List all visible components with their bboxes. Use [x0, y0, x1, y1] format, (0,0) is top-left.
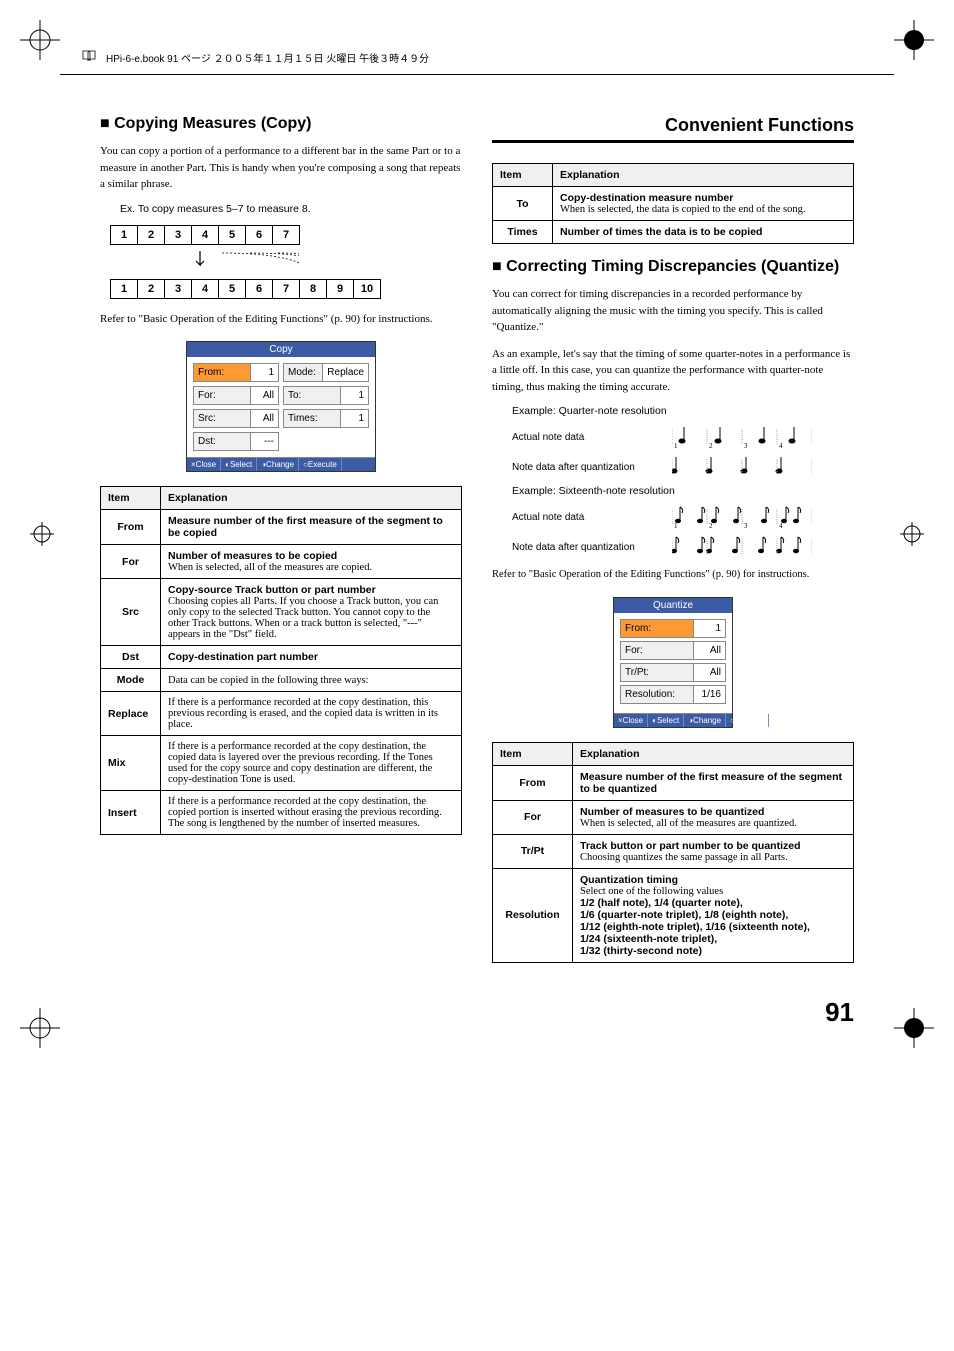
- print-header: HPi-6-e.book 91 ページ ２００５年１１月１５日 火曜日 午後３時…: [60, 40, 894, 75]
- th-item2: Item: [493, 164, 553, 187]
- measure-cell: 5: [218, 225, 246, 245]
- svg-text:4: 4: [779, 522, 783, 529]
- svg-text:3: 3: [744, 522, 748, 529]
- left-column: ■ Copying Measures (Copy) You can copy a…: [100, 115, 462, 977]
- crop-mark-br: [894, 1008, 934, 1048]
- notes-after2-icon: [672, 535, 812, 559]
- quantize-dialog-title: Quantize: [614, 598, 732, 613]
- measure-cell: 6: [245, 279, 273, 299]
- mode-label: Mode: [101, 669, 161, 692]
- svg-text:4: 4: [779, 442, 783, 449]
- measure-cell: 4: [191, 279, 219, 299]
- registration-mark-left: [30, 522, 54, 546]
- svg-text:3: 3: [744, 442, 748, 449]
- qe2-caption: Example: Sixteenth-note resolution: [512, 485, 854, 497]
- qe-after2: Note data after quantization: [512, 542, 652, 553]
- copy-heading: ■ Copying Measures (Copy): [100, 115, 462, 133]
- measure-cell: 8: [299, 279, 327, 299]
- copy-params-table: ItemExplanation FromMeasure number of th…: [100, 486, 462, 835]
- print-header-text: HPi-6-e.book 91 ページ ２００５年１１月１５日 火曜日 午後３時…: [106, 50, 429, 65]
- copy-arrow-icon: [110, 251, 299, 277]
- registration-mark-right: [900, 522, 924, 546]
- copy-dialog-title: Copy: [187, 342, 375, 357]
- page-number: 91: [0, 977, 954, 1028]
- notes-before-icon: 1 2 3 4: [672, 425, 812, 449]
- copy-refer: Refer to "Basic Operation of the Editing…: [100, 311, 462, 328]
- svg-text:2: 2: [709, 522, 713, 529]
- qe-actual: Actual note data: [512, 432, 652, 443]
- th-item3: Item: [493, 742, 573, 765]
- crop-mark-tr: [894, 20, 934, 60]
- measure-cell: 1: [110, 225, 138, 245]
- th-expl2: Explanation: [553, 164, 854, 187]
- quantize-intro1: You can correct for timing discrepancies…: [492, 286, 854, 336]
- measure-cell: 4: [191, 225, 219, 245]
- notes-after-icon: [672, 455, 812, 479]
- copy-params-table-cont: ItemExplanation ToCopy-destination measu…: [492, 163, 854, 244]
- right-column: Convenient Functions ItemExplanation ToC…: [492, 115, 854, 977]
- measure-cell: 5: [218, 279, 246, 299]
- measure-cell: 2: [137, 279, 165, 299]
- th-expl: Explanation: [161, 487, 462, 510]
- copy-dialog-screenshot: Copy From:1Mode:ReplaceFor:AllTo:1Src:Al…: [100, 341, 462, 472]
- copy-intro: You can copy a portion of a performance …: [100, 143, 462, 193]
- qe-actual2: Actual note data: [512, 512, 652, 523]
- measure-cell: 3: [164, 279, 192, 299]
- measure-diagram: 1234567 12345678910: [110, 225, 462, 299]
- crop-mark-tl: [20, 20, 60, 60]
- quantize-params-table: ItemExplanation FromMeasure number of th…: [492, 742, 854, 963]
- measure-cell: 7: [272, 279, 300, 299]
- measure-cell: 2: [137, 225, 165, 245]
- page-title: Convenient Functions: [492, 115, 854, 143]
- quantize-refer: Refer to "Basic Operation of the Editing…: [492, 567, 854, 583]
- measure-cell: 10: [353, 279, 381, 299]
- quantize-heading: ■ Correcting Timing Discrepancies (Quant…: [492, 258, 854, 276]
- svg-text:1: 1: [674, 442, 678, 449]
- mode-header: Data can be copied in the following thre…: [161, 669, 462, 692]
- copy-example-caption: Ex. To copy measures 5–7 to measure 8.: [120, 203, 462, 215]
- quantize-dialog-screenshot: Quantize From:1For:AllTr/Pt:AllResolutio…: [492, 597, 854, 728]
- crop-mark-bl: [20, 1008, 60, 1048]
- measure-cell: 1: [110, 279, 138, 299]
- quantize-intro2: As an example, let's say that the timing…: [492, 346, 854, 396]
- measure-cell: 7: [272, 225, 300, 245]
- qe1-caption: Example: Quarter-note resolution: [512, 405, 854, 417]
- th-item: Item: [101, 487, 161, 510]
- svg-text:2: 2: [709, 442, 713, 449]
- measure-cell: 6: [245, 225, 273, 245]
- notes-before2-icon: 1 2 3 4: [672, 505, 812, 529]
- svg-text:1: 1: [674, 522, 678, 529]
- th-expl3: Explanation: [573, 742, 854, 765]
- quantize-example-1: Example: Quarter-note resolution Actual …: [512, 405, 854, 559]
- measure-cell: 9: [326, 279, 354, 299]
- qe-after: Note data after quantization: [512, 462, 652, 473]
- measure-cell: 3: [164, 225, 192, 245]
- book-icon: [80, 48, 98, 66]
